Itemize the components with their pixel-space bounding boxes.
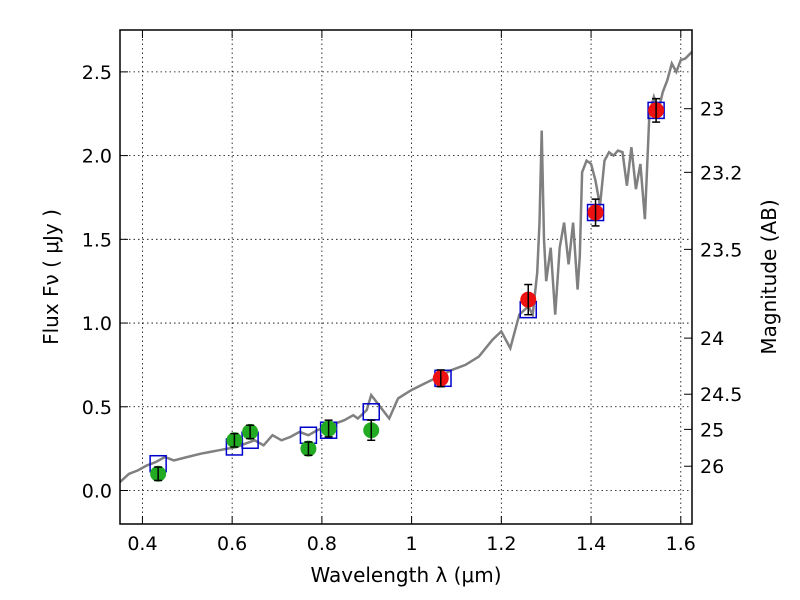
y-axis-label: Flux Fν ( μJy )	[39, 209, 63, 345]
error-bar	[304, 441, 313, 457]
right-tick-label: 26	[700, 456, 724, 478]
error-bar	[591, 198, 600, 227]
x-tick-label: 1.4	[576, 533, 606, 555]
x-tick-label: 1	[406, 533, 418, 555]
right-tick-label: 23.2	[700, 162, 742, 184]
right-tick-label: 24	[700, 328, 724, 350]
y-tick-label: 1.0	[82, 313, 112, 335]
y-tick-label: 2.0	[82, 146, 112, 168]
x-axis-ticks: 0.4 0.6 0.8 1 1.2 1.4 1.6	[127, 30, 696, 555]
y-tick-label: 1.5	[82, 229, 112, 251]
right-tick-label: 23	[700, 99, 724, 121]
error-bar	[436, 369, 445, 388]
plot-area	[120, 50, 692, 484]
x-tick-label: 0.4	[127, 533, 157, 555]
plot-frame	[119, 29, 693, 525]
right-tick-label: 23.5	[700, 239, 742, 261]
model-spectrum-line	[120, 50, 692, 484]
x-axis-label: Wavelength λ (μm)	[310, 563, 501, 587]
x-tick-label: 1.2	[486, 533, 516, 555]
error-bar	[246, 424, 255, 440]
y-tick-label: 0.0	[82, 481, 112, 503]
right-axis-label: Magnitude (AB)	[757, 199, 781, 354]
right-tick-label: 24.5	[700, 384, 742, 406]
error-bars	[154, 97, 661, 482]
x-tick-label: 1.6	[666, 533, 696, 555]
error-bar	[230, 432, 239, 448]
error-bar	[524, 283, 533, 316]
error-bar	[652, 97, 661, 123]
right-tick-label: 25	[700, 419, 724, 441]
y-axis-ticks: 0.0 0.5 1.0 1.5 2.0 2.5	[82, 62, 128, 503]
x-tick-label: 0.8	[307, 533, 337, 555]
right-axis-ticks: 23 23.2 23.5 24 24.5 25 26	[684, 99, 742, 478]
error-bar	[367, 419, 376, 442]
grid-lines	[120, 30, 692, 524]
y-tick-label: 2.5	[82, 62, 112, 84]
y-tick-label: 0.5	[82, 397, 112, 419]
x-tick-label: 0.6	[217, 533, 247, 555]
error-bar	[154, 466, 163, 482]
error-bar	[324, 419, 333, 438]
